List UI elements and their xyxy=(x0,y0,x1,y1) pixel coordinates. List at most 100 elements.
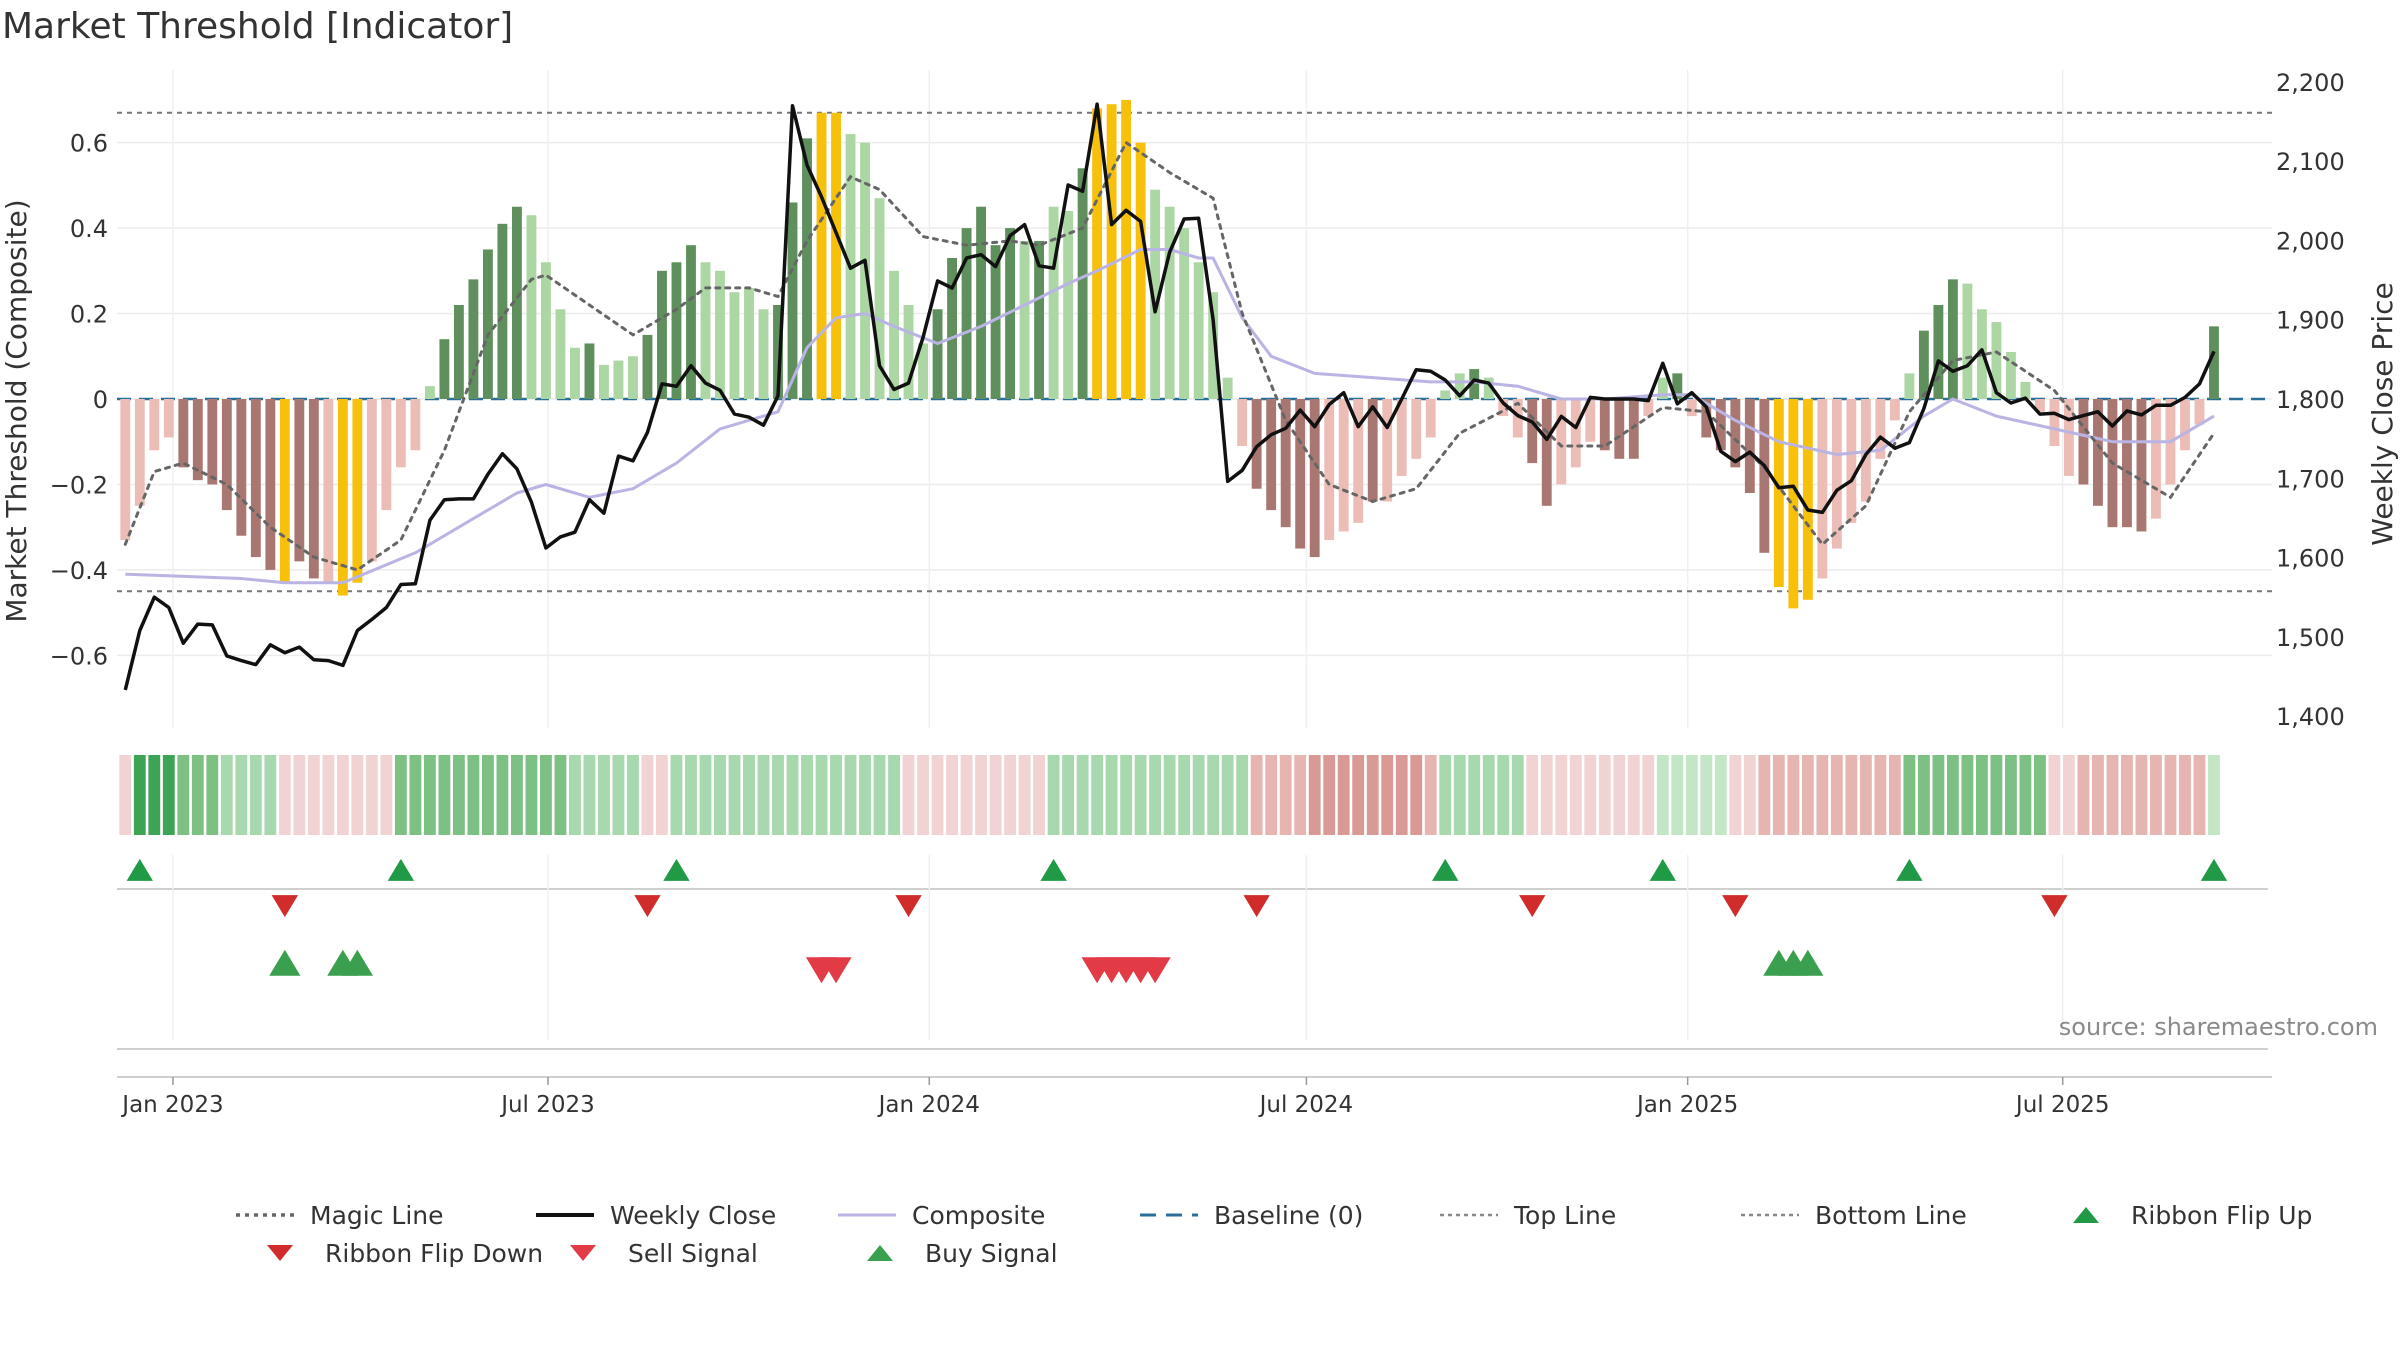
ribbon-flip-down-marker xyxy=(2041,895,2068,918)
buy-signal-marker xyxy=(269,949,301,976)
ribbon-cell xyxy=(1207,755,1220,835)
threshold-bar xyxy=(1483,377,1494,399)
threshold-bar xyxy=(700,262,711,399)
ribbon-cell xyxy=(641,755,654,835)
x-tick-label: Jul 2024 xyxy=(1258,1092,1354,1118)
ribbon-cell xyxy=(1961,755,1974,835)
ribbon-cell xyxy=(1192,755,1205,835)
ribbon-cell xyxy=(394,755,407,835)
ribbon-cell xyxy=(1859,755,1872,835)
threshold-bar xyxy=(1454,373,1465,399)
ribbon-cell xyxy=(162,755,175,835)
legend-item-magic: Magic Line xyxy=(234,1195,444,1235)
threshold-bar xyxy=(1730,399,1741,468)
threshold-bar xyxy=(1179,228,1190,399)
threshold-bar xyxy=(1918,330,1929,399)
ribbon-cell xyxy=(2106,755,2119,835)
ribbon-cell xyxy=(1424,755,1437,835)
ribbon-cell xyxy=(960,755,973,835)
y-tick-label: 0.4 xyxy=(70,215,108,243)
ribbon-cell xyxy=(235,755,248,835)
solid-line-icon xyxy=(838,1213,896,1217)
ribbon-flip-up-marker xyxy=(2200,858,2228,881)
ribbon-flip-up-marker xyxy=(387,858,415,881)
threshold-bar xyxy=(1034,240,1045,399)
ribbon-flip-down-marker xyxy=(895,895,922,918)
ribbon-flip-down-marker xyxy=(271,895,299,918)
ribbon-cell xyxy=(612,755,625,835)
ribbon-cell xyxy=(1366,755,1379,835)
ribbon-cell xyxy=(815,755,828,835)
threshold-bar xyxy=(178,399,189,468)
ribbon-cell xyxy=(1758,755,1771,835)
threshold-bar xyxy=(2122,399,2132,528)
legend-swatch xyxy=(2073,1207,2099,1223)
ribbon-cell xyxy=(1134,755,1147,835)
ribbon-flip-up-marker xyxy=(1432,858,1459,881)
y-tick-label: 0.6 xyxy=(70,130,108,158)
ribbon-cell xyxy=(1888,755,1901,835)
threshold-bar xyxy=(555,309,566,399)
ribbon-cell xyxy=(481,755,494,835)
threshold-bar xyxy=(903,305,914,399)
ribbon-cell xyxy=(380,755,393,835)
ribbon-cell xyxy=(1178,755,1191,835)
threshold-bar xyxy=(1411,399,1422,459)
triangle-up-icon xyxy=(867,1245,893,1261)
threshold-bar xyxy=(1425,399,1436,438)
y-tick-label: −0.4 xyxy=(50,557,108,585)
legend-label: Weekly Close xyxy=(610,1200,777,1230)
ribbon-cell xyxy=(2135,755,2148,835)
threshold-bar xyxy=(831,112,841,400)
threshold-bar xyxy=(439,339,450,399)
dotted-line-icon xyxy=(1440,1213,1498,1217)
y2-axis-label: Weekly Close Price xyxy=(2366,282,2399,545)
ribbon-cell xyxy=(1830,755,1843,835)
ribbon-cell xyxy=(322,755,335,835)
ribbon-cell xyxy=(757,755,770,835)
x-tick-label: Jul 2023 xyxy=(499,1092,595,1118)
threshold-bar xyxy=(1556,399,1567,485)
threshold-bar xyxy=(1237,399,1248,446)
threshold-bar xyxy=(1498,399,1509,417)
ribbon-flip-down-marker xyxy=(634,895,661,918)
threshold-bar xyxy=(540,262,551,399)
ribbon-cell xyxy=(1352,755,1365,835)
ribbon-cell xyxy=(1772,755,1785,835)
ribbon-cell xyxy=(1221,755,1234,835)
y2-tick-label: 1,900 xyxy=(2276,307,2345,335)
ribbon-cell xyxy=(351,755,364,835)
ribbon-cell xyxy=(1410,755,1423,835)
ribbon-cell xyxy=(220,755,233,835)
ribbon-cell xyxy=(685,755,697,835)
y2-tick-label: 1,500 xyxy=(2276,624,2345,652)
ribbon-cell xyxy=(525,755,538,835)
threshold-bars xyxy=(120,99,2219,609)
threshold-bar xyxy=(149,399,160,451)
ribbon-cell xyxy=(1555,755,1568,835)
ribbon-cell xyxy=(2150,755,2162,835)
ribbon-flip-up-marker xyxy=(126,858,153,881)
buy-signal-marker xyxy=(341,949,373,976)
y-axis-label: Market Threshold (Composite) xyxy=(0,199,33,622)
threshold-bar xyxy=(1309,399,1320,558)
ribbon-cell xyxy=(1453,755,1466,835)
ribbon-cell xyxy=(1511,755,1524,835)
threshold-bar xyxy=(918,343,928,399)
threshold-bar xyxy=(671,262,682,399)
threshold-bar xyxy=(395,399,406,468)
axes: −0.6 −0.4 −0.2 0 0.2 0.4 0.6 1,400 1,500 1,600 1,7… xyxy=(0,69,2399,731)
ribbon-cell xyxy=(1671,755,1684,835)
ribbon-cell xyxy=(830,755,842,835)
threshold-bar xyxy=(1585,399,1596,442)
threshold-bar xyxy=(1614,399,1625,459)
threshold-bar xyxy=(1324,399,1335,540)
threshold-bar xyxy=(1048,206,1059,399)
threshold-bar xyxy=(2136,399,2147,532)
threshold-bar xyxy=(221,399,232,511)
threshold-bar xyxy=(947,258,957,399)
threshold-bar xyxy=(1933,305,1944,399)
signal-markers xyxy=(117,855,2268,1050)
ribbon-cell xyxy=(1903,755,1916,835)
threshold-bar xyxy=(1150,189,1161,399)
